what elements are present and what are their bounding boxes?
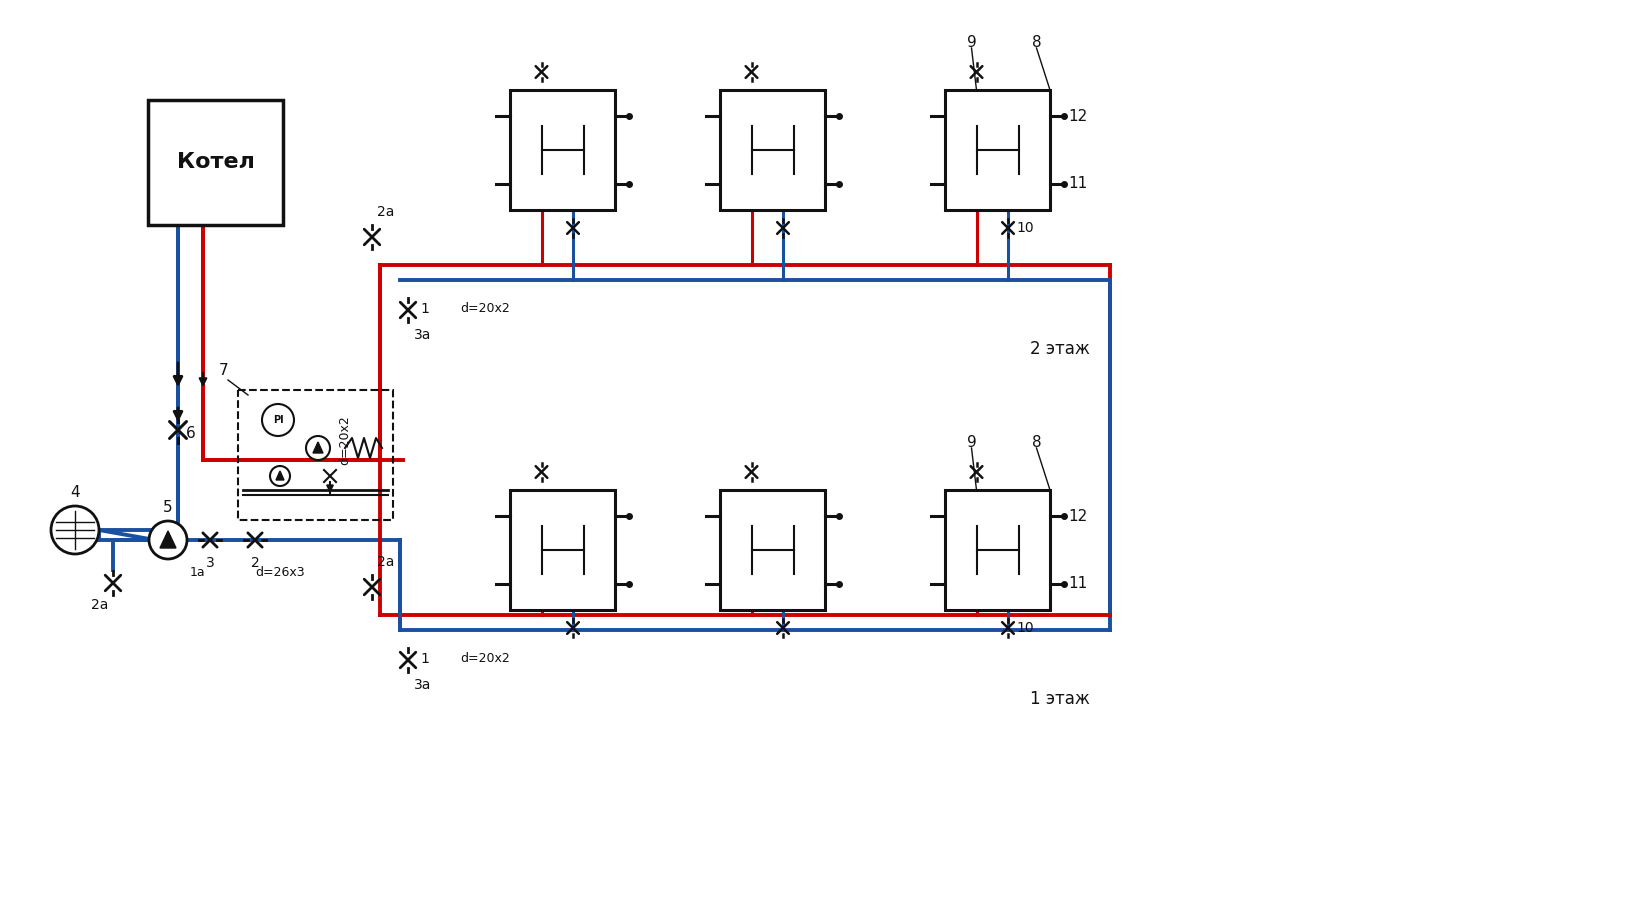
Text: 1 этаж: 1 этаж [1030,690,1090,708]
Bar [720,490,826,610]
Circle shape [150,521,187,559]
Circle shape [262,404,294,436]
Polygon shape [159,531,176,548]
Text: 3a: 3a [414,328,431,342]
Circle shape [306,436,330,460]
Circle shape [50,506,99,554]
Text: 9: 9 [967,435,977,450]
Text: 10: 10 [1016,621,1034,635]
Text: d=20х2: d=20х2 [460,302,510,315]
Text: Котел: Котел [177,153,255,173]
Bar [720,90,826,210]
Text: 2: 2 [250,556,260,570]
Text: 7: 7 [218,363,228,378]
Text: 8: 8 [1032,35,1042,50]
Text: 3: 3 [206,556,214,570]
Polygon shape [276,471,284,480]
Text: d=26х3: d=26х3 [255,566,304,579]
Bar [510,90,614,210]
Circle shape [270,466,289,486]
Text: d=20х2: d=20х2 [460,652,510,665]
Text: 1: 1 [419,652,429,666]
Bar [148,100,283,225]
Text: d=20х2: d=20х2 [338,415,351,465]
Text: 1: 1 [419,302,429,316]
Polygon shape [314,442,323,453]
Text: 5: 5 [162,500,172,515]
Text: 11: 11 [1068,176,1087,191]
Text: 12: 12 [1068,109,1087,124]
Text: 9: 9 [967,35,977,50]
Text: 4: 4 [70,485,80,500]
Text: 2a: 2a [377,205,395,219]
Text: 10: 10 [1016,221,1034,235]
Text: PI: PI [273,415,283,425]
Text: 2 этаж: 2 этаж [1030,340,1090,358]
Text: 3a: 3a [414,678,431,692]
Text: 2a: 2a [377,555,395,569]
Text: 6: 6 [185,425,195,440]
Bar [946,90,1050,210]
Bar [946,490,1050,610]
Text: 11: 11 [1068,576,1087,591]
Bar [237,390,393,520]
Text: 1a: 1a [190,566,206,579]
Text: 8: 8 [1032,435,1042,450]
Text: 2a: 2a [91,598,107,612]
Bar [510,490,614,610]
Text: 12: 12 [1068,509,1087,524]
